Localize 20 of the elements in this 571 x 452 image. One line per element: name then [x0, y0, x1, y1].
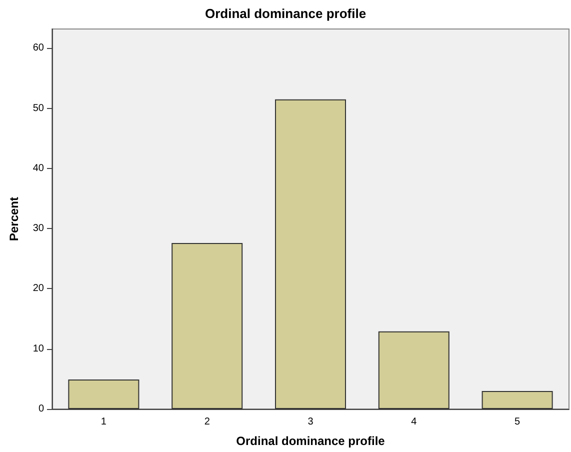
y-tick-label: 40	[32, 162, 44, 174]
x-axis-title: Ordinal dominance profile	[236, 434, 386, 448]
y-tick-label: 50	[32, 102, 44, 114]
y-tick-label: 10	[32, 343, 44, 354]
x-tick-label: 3	[308, 416, 314, 428]
x-tick-label: 4	[411, 416, 418, 428]
bar	[275, 99, 346, 409]
y-tick-label: 60	[32, 42, 44, 54]
y-tick-label: 0	[38, 404, 44, 414]
y-tick-label: 30	[32, 223, 44, 234]
chart-title: Ordinal dominance profile	[204, 6, 366, 21]
y-axis-title: Percent	[7, 196, 21, 242]
bar	[172, 243, 243, 409]
y-tick-label: 20	[32, 283, 44, 294]
bar	[482, 390, 553, 409]
x-tick-label: 5	[514, 416, 521, 428]
x-tick-label: 1	[100, 416, 107, 428]
x-tick-label: 2	[204, 416, 210, 428]
bar	[378, 331, 450, 409]
bar	[68, 380, 140, 409]
